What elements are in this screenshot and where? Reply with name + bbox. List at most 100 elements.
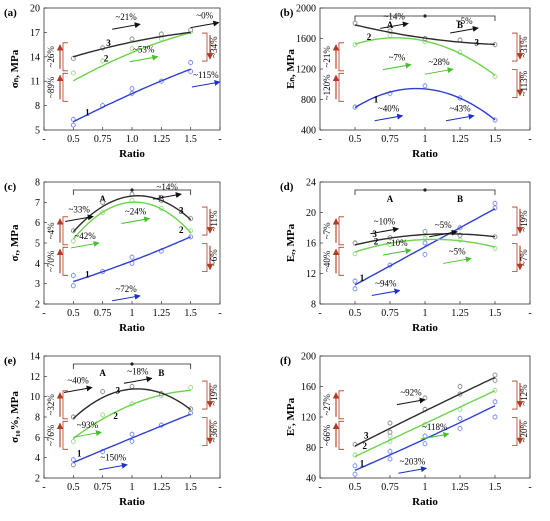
data-point bbox=[129, 36, 135, 42]
data-point bbox=[129, 384, 135, 389]
range-brace bbox=[338, 72, 344, 102]
series-number-label: 3 bbox=[372, 229, 377, 239]
trend-arrow bbox=[153, 192, 182, 200]
side-percent-label: ~12% bbox=[519, 384, 529, 406]
side-percent-label: ~120% bbox=[322, 74, 332, 100]
data-point bbox=[188, 385, 194, 390]
range-brace bbox=[202, 243, 208, 273]
range-brace bbox=[512, 417, 518, 447]
trend-arrow bbox=[112, 293, 141, 302]
series-3 bbox=[70, 383, 194, 420]
data-point bbox=[422, 229, 428, 235]
x-tick-label: - bbox=[528, 308, 531, 319]
x-axis-title: Ratio bbox=[412, 496, 438, 508]
x-axis-title: Ratio bbox=[119, 496, 145, 508]
chart-panel-a: 5 8 11 14 17 20 - 0.5 0.75 1.0 1.25 1.5 - Ratio σₙ, MP… bbox=[4, 4, 222, 161]
data-point bbox=[422, 83, 428, 89]
panel-label: (c) bbox=[4, 181, 17, 193]
x-tick-label: - bbox=[42, 134, 45, 145]
percent-annotation: ~24% bbox=[125, 207, 147, 217]
data-point bbox=[70, 283, 76, 289]
trend-arrow bbox=[73, 430, 103, 438]
percent-annotation: ~40% bbox=[378, 104, 400, 114]
region-label: B bbox=[158, 368, 164, 378]
series-curve bbox=[72, 194, 192, 233]
y-tick-label: 5 bbox=[35, 239, 40, 250]
side-percent-label: ~21% bbox=[322, 46, 332, 68]
data-point bbox=[387, 33, 393, 38]
data-point bbox=[492, 372, 498, 378]
y-tick-label: 2 bbox=[35, 300, 40, 311]
data-point bbox=[492, 200, 498, 206]
series-curve bbox=[354, 238, 496, 253]
data-point bbox=[457, 384, 463, 389]
trend-arrow bbox=[382, 248, 412, 256]
data-point bbox=[70, 457, 76, 463]
x-tick-label: 1.25 bbox=[451, 482, 469, 493]
series-number-label: 2 bbox=[104, 54, 109, 64]
side-percent-label: ~66% bbox=[322, 424, 332, 446]
side-percent-label: ~11% bbox=[209, 210, 219, 232]
data-point bbox=[70, 273, 76, 278]
data-point bbox=[352, 286, 358, 292]
series-1 bbox=[70, 233, 194, 289]
y-axis-title: σₙ, MPa bbox=[9, 49, 21, 88]
side-percent-label: ~20% bbox=[519, 420, 529, 442]
series-number-label: 3 bbox=[179, 206, 184, 216]
region-label: A bbox=[99, 194, 106, 204]
data-point bbox=[492, 414, 498, 420]
y-axis-title: Eᶜ, MPa bbox=[285, 397, 297, 436]
region-label: A bbox=[387, 20, 394, 30]
series-number-label: 3 bbox=[475, 37, 480, 47]
percent-annotation: ~118% bbox=[422, 422, 448, 432]
data-point bbox=[492, 399, 498, 405]
x-tick-label: 1.5 bbox=[489, 134, 502, 145]
series-curve bbox=[354, 208, 496, 286]
data-point bbox=[457, 425, 463, 431]
trend-arrow bbox=[382, 62, 412, 71]
trend-arrow bbox=[112, 22, 141, 30]
x-tick-label: 1.25 bbox=[153, 308, 171, 319]
series-3 bbox=[352, 228, 498, 246]
x-tick-label: - bbox=[218, 134, 221, 145]
percent-annotation: ~43% bbox=[449, 104, 471, 114]
range-brace bbox=[512, 380, 518, 410]
y-tick-label: 12 bbox=[30, 372, 40, 383]
region-divider-dot bbox=[423, 188, 427, 192]
range-brace bbox=[512, 69, 518, 99]
data-point bbox=[352, 278, 358, 284]
range-brace bbox=[202, 417, 208, 447]
y-tick-label: 6 bbox=[35, 433, 40, 444]
series-curve bbox=[72, 389, 191, 439]
region-label: A bbox=[387, 194, 394, 204]
x-axis-title: Ratio bbox=[412, 322, 438, 334]
x-tick-label: 1.25 bbox=[153, 482, 171, 493]
percent-annotation: ~14% bbox=[384, 11, 406, 21]
side-percent-label: ~19% bbox=[519, 210, 529, 232]
series-3 bbox=[352, 372, 498, 448]
range-brace bbox=[202, 32, 208, 62]
x-tick-label: 0.75 bbox=[381, 482, 399, 493]
side-percent-label: ~19% bbox=[209, 384, 219, 406]
y-tick-label: 800 bbox=[301, 95, 316, 106]
y-tick-label: 16 bbox=[306, 239, 316, 250]
side-percent-label: ~36% bbox=[209, 420, 219, 442]
trend-arrow bbox=[398, 466, 427, 474]
percent-annotation: ~7% bbox=[389, 53, 406, 63]
x-tick-label: 1.5 bbox=[184, 308, 197, 319]
series-number-label: 2 bbox=[363, 441, 368, 451]
series-1 bbox=[352, 82, 498, 124]
series-curve bbox=[73, 236, 191, 283]
series-number-label: 3 bbox=[364, 430, 369, 440]
trend-arrow bbox=[63, 385, 93, 393]
data-point bbox=[100, 412, 106, 418]
y-tick-label: 10 bbox=[30, 392, 40, 403]
side-percent-label: ~40% bbox=[322, 250, 332, 272]
y-tick-label: 4 bbox=[35, 453, 40, 464]
y-tick-label: 24 bbox=[306, 178, 316, 189]
y-axis-title: σ₁₀%, MPa bbox=[9, 391, 21, 443]
series-3 bbox=[352, 20, 498, 48]
